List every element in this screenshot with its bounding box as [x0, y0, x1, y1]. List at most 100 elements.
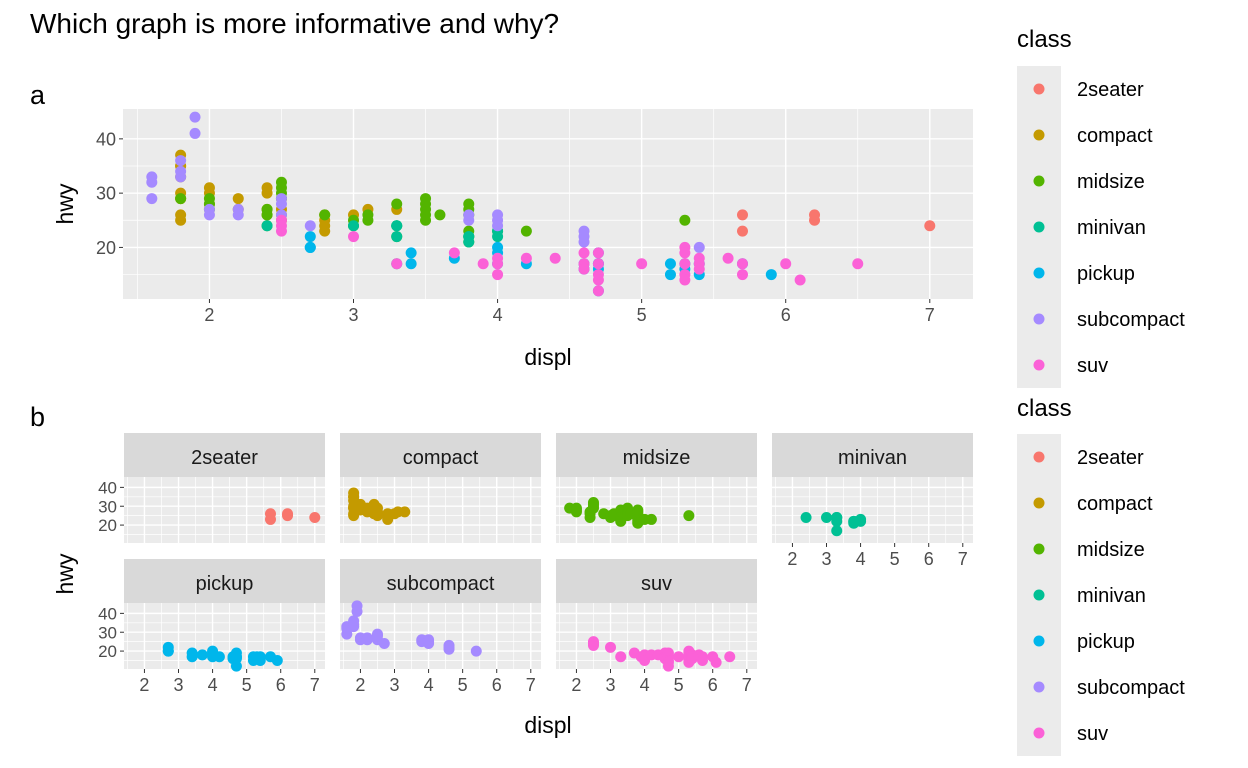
plot-a-point-minivan: [463, 231, 475, 243]
plot-a-point-pickup: [765, 269, 777, 281]
plot-a-point-suv: [679, 247, 691, 259]
plot-a-point-midsize: [175, 193, 187, 205]
facet-subcompact-x-tick-label: 2: [355, 675, 365, 695]
plot-a-point-midsize: [420, 214, 432, 226]
legend-b-label-midsize: midsize: [1077, 539, 1145, 561]
legend-b-label-pickup: pickup: [1077, 631, 1135, 653]
facet-strip-2seater: [124, 433, 325, 477]
facet-point-suv: [615, 651, 627, 663]
legend-a-key-compact: [1033, 129, 1045, 141]
facet-pickup-y-tick-label: 20: [98, 642, 117, 661]
facet-strip-minivan: [772, 433, 973, 477]
facet-suv-x-tick-label: 6: [708, 675, 718, 695]
plot-a-panel-background: [123, 109, 973, 299]
legend-b-key-subcompact: [1033, 681, 1045, 693]
facet-2seater-y-tick-label: 20: [98, 516, 117, 535]
legend-b-key-compact: [1033, 497, 1045, 509]
legend-b-label-subcompact: subcompact: [1077, 677, 1185, 699]
plot-a-point-suv: [794, 274, 806, 286]
plot-a-point-subcompact: [463, 214, 475, 226]
facet-minivan-x-tick-label: 3: [822, 549, 832, 569]
facet-pickup-x-tick-label: 7: [310, 675, 320, 695]
legend-a-key-pickup: [1033, 267, 1045, 279]
plot-a-point-midsize: [391, 198, 403, 210]
facet-point-suv: [673, 651, 685, 663]
plot-a-point-suv: [592, 258, 604, 270]
plot-a-point-pickup: [664, 269, 676, 281]
facet-point-suv: [696, 655, 708, 667]
facet-strip-label-midsize: midsize: [623, 447, 691, 469]
plot-a-point-suv: [780, 258, 792, 270]
facet-strip-label-subcompact: subcompact: [387, 573, 495, 595]
plot-a-point-midsize: [319, 209, 331, 221]
plot-a-point-pickup: [405, 247, 417, 259]
legend-a-key-minivan: [1033, 221, 1045, 233]
facet-subcompact-x-tick-label: 7: [526, 675, 536, 695]
plot-a-y-tick-label: 40: [96, 129, 116, 149]
plot-a-point-midsize: [261, 209, 273, 221]
plot-a-point-subcompact: [693, 241, 705, 253]
facet-suv-x-tick-label: 3: [606, 675, 616, 695]
facet-minivan-x-tick-label: 5: [890, 549, 900, 569]
plot-a-point-2seater: [736, 209, 748, 221]
facet-point-minivan: [831, 512, 843, 524]
plot-a-point-suv: [592, 285, 604, 297]
facet-point-compact: [371, 510, 383, 522]
facet-point-2seater: [309, 512, 321, 524]
facet-point-suv: [605, 641, 617, 653]
facet-subcompact-x-tick-label: 6: [492, 675, 502, 695]
plot-b-y-axis-label: hwy: [52, 553, 78, 594]
plot-a-point-subcompact: [203, 209, 215, 221]
plot-b-x-axis-label: displ: [524, 712, 571, 738]
facet-point-midsize: [570, 506, 582, 518]
plot-a-point-2seater: [924, 220, 936, 232]
plot-a-point-minivan: [348, 220, 360, 232]
plot-a-point-compact: [261, 187, 273, 199]
facet-subcompact-x-tick-label: 5: [458, 675, 468, 695]
facet-point-compact: [348, 491, 360, 503]
legend-a-label-minivan: minivan: [1077, 217, 1146, 239]
facet-subcompact-x-tick-label: 3: [390, 675, 400, 695]
facet-point-2seater: [264, 513, 276, 525]
facet-point-subcompact: [378, 638, 390, 650]
plot-a-x-tick-label: 4: [493, 305, 503, 325]
facet-point-midsize: [587, 502, 599, 514]
facet-point-pickup: [162, 645, 174, 657]
facet-point-midsize: [683, 510, 695, 522]
facet-point-midsize: [645, 513, 657, 525]
plot-a-point-subcompact: [304, 220, 316, 232]
plot-a-point-suv: [549, 252, 561, 264]
plot-a-point-suv: [736, 269, 748, 281]
facet-point-subcompact: [341, 628, 353, 640]
facet-strip-label-2seater: 2seater: [191, 447, 258, 469]
legend-a-label-pickup: pickup: [1077, 263, 1135, 285]
facet-pickup-y-tick-label: 40: [98, 604, 117, 623]
legend-a-label-suv: suv: [1077, 355, 1108, 377]
facet-suv-x-tick-label: 4: [640, 675, 650, 695]
legend-b-label-minivan: minivan: [1077, 585, 1146, 607]
facet-minivan-x-tick-label: 4: [856, 549, 866, 569]
facet-strip-subcompact: [340, 559, 541, 603]
plot-a-point-pickup: [304, 231, 316, 243]
facet-minivan-x-tick-label: 6: [924, 549, 934, 569]
plot-a-point-midsize: [362, 214, 374, 226]
legend-a-key-midsize: [1033, 175, 1045, 187]
plot-a-point-minivan: [261, 220, 273, 232]
facet-point-pickup: [230, 653, 242, 665]
facet-pickup-x-tick-label: 3: [174, 675, 184, 695]
plot-a-point-suv: [578, 263, 590, 275]
facet-point-2seater: [282, 510, 294, 522]
plot-a-point-suv: [693, 263, 705, 275]
facet-point-pickup: [251, 651, 263, 663]
facet-point-minivan: [821, 512, 833, 524]
plot-a-point-2seater: [736, 225, 748, 237]
plot-a-x-tick-label: 3: [349, 305, 359, 325]
facet-strip-label-suv: suv: [641, 573, 672, 595]
legend-b-key-pickup: [1033, 635, 1045, 647]
plot-a-point-suv: [592, 247, 604, 259]
plot-a-x-axis-label: displ: [524, 344, 571, 370]
plot-a-point-subcompact: [146, 176, 158, 188]
legend-b-key-suv: [1033, 727, 1045, 739]
legend-a-label-compact: compact: [1077, 125, 1153, 147]
